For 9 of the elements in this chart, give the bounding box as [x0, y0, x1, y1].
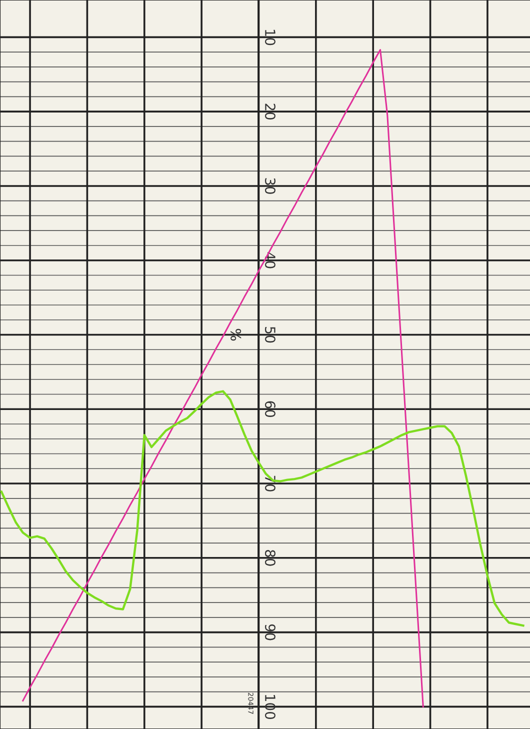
y-tick-label: 60	[264, 401, 276, 418]
y-tick-label: 10	[264, 30, 276, 46]
y-axis-title: %	[230, 328, 242, 341]
y-tick-label: 20	[264, 104, 276, 120]
y-tick-label: 50	[264, 326, 276, 343]
y-tick-label: 80	[264, 550, 276, 566]
y-tick-label: 100	[264, 694, 276, 720]
y-tick-label: 90	[264, 624, 276, 640]
y-tick-label: 30	[264, 178, 276, 194]
